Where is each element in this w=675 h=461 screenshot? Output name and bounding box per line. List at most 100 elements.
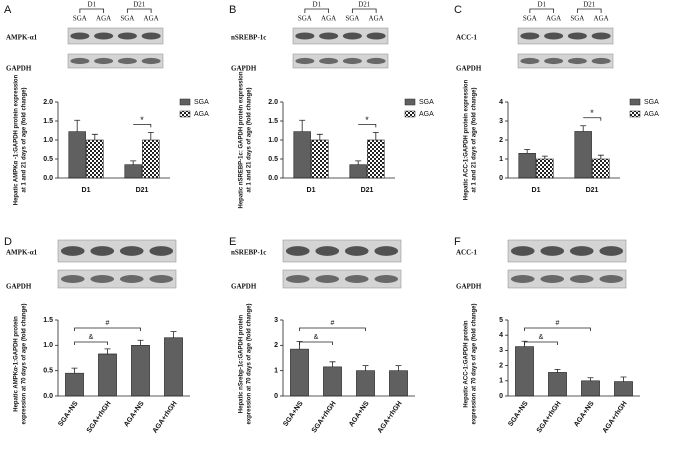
protein-label: GAPDH (6, 283, 32, 291)
blot-band (285, 275, 310, 283)
blot-band (70, 57, 90, 65)
bar (323, 366, 342, 397)
blot-strip (517, 53, 614, 69)
blot-band (567, 57, 587, 65)
x-tick-label: AGA+rhGH (602, 400, 629, 434)
significance-bracket (74, 327, 141, 331)
y-tick-label: 1.0 (268, 137, 278, 144)
y-tick-label: 1.0 (43, 137, 53, 144)
bar (164, 337, 183, 397)
blot-bracket (126, 8, 152, 13)
legend-label: SGA (419, 99, 434, 106)
y-axis-label: at 1 and 21 days of age (fold change) (472, 87, 478, 192)
y-axis-label: Hepatic AMPKα -1:GAPDH protein expressio… (14, 74, 20, 205)
bar (290, 348, 309, 397)
bar (293, 131, 311, 179)
significance-bracket (74, 341, 108, 345)
blot-bracket (304, 8, 330, 13)
error-bar (130, 160, 137, 165)
blot-lane-label: SGA (73, 15, 87, 23)
blot-band (569, 246, 594, 256)
blot-band (315, 275, 340, 283)
x-tick-label: SGA+rhGH (536, 400, 563, 434)
y-axis-label: Hepatic nSREBP-1c: GAPDH protein express… (239, 71, 245, 208)
y-tick-label: 3 (274, 317, 278, 324)
bar (124, 164, 142, 179)
bar (349, 164, 367, 179)
y-tick-label: 5 (499, 317, 503, 324)
blot-group-label: D21 (583, 1, 596, 9)
y-tick-label: 0 (274, 393, 278, 400)
blot-group-label: D1 (312, 1, 321, 9)
legend-swatch (404, 98, 416, 106)
blot-band (94, 57, 114, 65)
y-tick-label: 1 (499, 378, 503, 385)
blot-band (90, 246, 115, 256)
y-tick-label: 1.5 (43, 118, 53, 125)
error-bar (587, 377, 594, 381)
x-tick-label: SGA+NS (507, 400, 530, 428)
protein-label: GAPDH (231, 65, 257, 73)
x-tick-label: SGA+NS (57, 400, 80, 428)
significance-bracket (524, 327, 591, 331)
blot-group-label: D21 (133, 1, 146, 9)
blot-lane-label: SGA (120, 15, 134, 23)
y-axis-label: Hepatic ACC-1:GAPDH protein (464, 320, 470, 407)
bar (548, 372, 567, 397)
x-tick-label: AGA+rhGH (152, 400, 179, 434)
bar (536, 158, 554, 179)
significance-label: * (140, 115, 144, 125)
error-bar (362, 365, 369, 371)
protein-label: GAPDH (231, 283, 257, 291)
legend-swatch (629, 110, 641, 118)
blot-group-label: D1 (537, 1, 546, 9)
blot-band (119, 275, 144, 283)
x-tick-label: D1 (307, 187, 316, 194)
x-tick-label: D21 (586, 187, 599, 194)
blot-band (60, 246, 85, 256)
legend-label: SGA (644, 99, 659, 106)
blot-strip (282, 269, 402, 289)
protein-label: AMPK-α1 (6, 249, 38, 257)
significance-label: # (556, 320, 560, 327)
y-tick-label: 0.0 (43, 175, 53, 182)
blot-band (60, 275, 85, 283)
error-bar (147, 132, 154, 140)
significance-bracket (133, 124, 152, 128)
bar (356, 370, 375, 397)
significance-bracket (583, 117, 602, 121)
y-tick-label: 3 (499, 118, 503, 125)
legend-swatch (629, 98, 641, 106)
blot-strip (57, 269, 177, 289)
y-tick-label: 2 (499, 362, 503, 369)
blot-bracket (576, 8, 602, 13)
y-tick-label: 3 (499, 347, 503, 354)
y-axis-label: Hepatic AMPKα-1:GAPDH protein (14, 316, 20, 412)
bar (614, 381, 633, 397)
error-bar (170, 331, 177, 338)
significance-bracket (299, 341, 333, 345)
blot-band (374, 246, 399, 256)
y-tick-label: 1 (499, 156, 503, 163)
y-tick-label: 0 (499, 175, 503, 182)
blot-lane-label: AGA (546, 15, 561, 23)
x-tick-label: D21 (361, 187, 374, 194)
error-bar (541, 155, 548, 159)
protein-label: ACC-1 (456, 34, 477, 42)
blot-strip (57, 239, 177, 263)
blot-band (544, 57, 564, 65)
blot-bracket (79, 8, 105, 13)
blot-band (591, 32, 611, 40)
blot-band (90, 275, 115, 283)
y-tick-label: 1.5 (43, 317, 53, 324)
panel-label: E (229, 236, 236, 248)
blot-band (366, 57, 386, 65)
blot-group-label: D1 (87, 1, 96, 9)
legend-swatch (179, 110, 191, 118)
error-bar (580, 125, 587, 132)
blot-band (567, 32, 587, 40)
significance-bracket (299, 327, 366, 331)
y-tick-label: 1.0 (43, 342, 53, 349)
legend-label: AGA (419, 111, 434, 118)
